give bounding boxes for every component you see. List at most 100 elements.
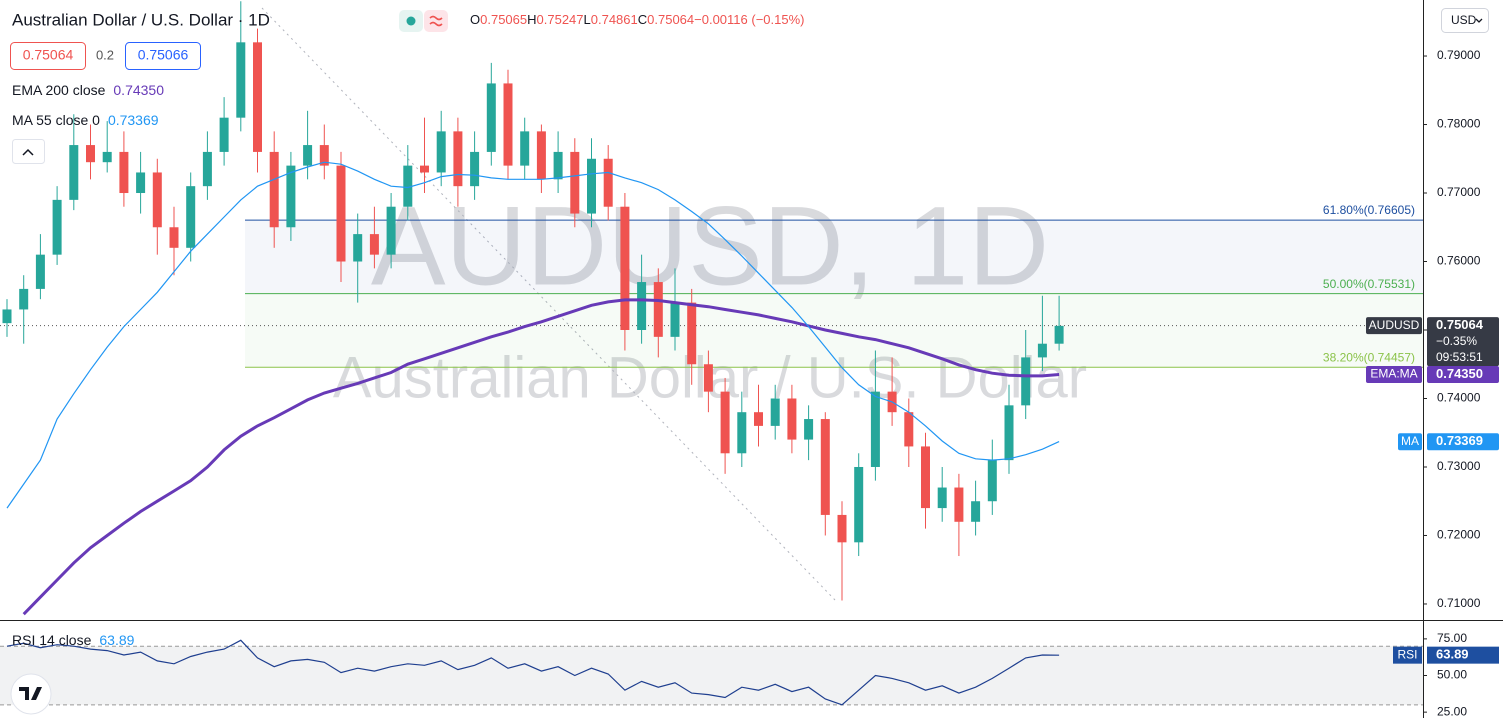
candle-body [336,165,346,262]
rsi-tick-label: 50.00 [1437,668,1467,682]
y-tick-label: 0.72000 [1437,528,1481,542]
candle-body [737,412,747,454]
indicator-legend-item: MA 55 close 0 0.73369 [12,112,159,128]
rsi-tick-label: 75.00 [1437,631,1467,645]
tag-label: EMA:MA [1370,367,1417,381]
candle-body [35,254,45,289]
ohlc-key: H [527,12,536,27]
candle-body [620,206,630,330]
candle-body [837,514,847,543]
candle-body [520,131,530,166]
candle-body [1004,405,1014,461]
candle-body [86,145,95,163]
currency[interactable]: USD [1451,13,1477,27]
candle-body [303,145,313,166]
rsi-tick-label: 25.00 [1437,704,1467,718]
candle-body [319,145,329,166]
candle-body [286,165,296,228]
candle-body [102,151,112,163]
sell-button[interactable] [10,42,86,70]
ohlc-value: 0.75064 [647,12,694,27]
candle-body [202,151,212,187]
ask-price[interactable]: 0.75066 [138,47,189,63]
buy-button[interactable] [125,42,201,70]
ohlc-value: 0.75247 [537,12,584,27]
candle-body [219,117,229,152]
candle-body [603,158,613,207]
candle-body [987,460,997,502]
indicator-legend-item: EMA 200 close 0.74350 [12,82,164,98]
candle-body [670,302,680,337]
candle-body [637,282,647,330]
candle-body [1021,357,1031,406]
fib-zone [245,220,1423,294]
candle-body [687,302,697,365]
fib-label: 61.80%(0.76605) [1323,203,1415,217]
price-box [1427,366,1499,384]
candle-body [486,83,496,152]
y-tick-label: 0.79000 [1437,48,1481,62]
candle-body [720,391,730,454]
y-tick-label: 0.71000 [1437,596,1481,610]
rsi-pane: RSI 14 close 63.89 [0,632,1423,706]
candle-body [253,42,262,152]
candle-body [653,282,663,337]
y-tick-label: 0.77000 [1437,185,1481,199]
fib-label: 50.00%(0.75531) [1323,277,1415,291]
candle-body [2,309,12,324]
candle-body [1037,343,1047,358]
candle-body [553,151,563,180]
indicator-name: EMA 200 close [12,82,106,98]
candle-body [369,234,379,255]
currency-button[interactable] [1441,8,1489,33]
y-tick-label: 0.74000 [1437,391,1481,405]
rsi-tag-box [1393,646,1422,664]
price-sub: 09:53:51 [1436,350,1483,364]
watermark: AUDUSD, 1D Australian Dollar / U.S. Doll… [333,184,1087,411]
candle-body [570,151,580,214]
candle-body [587,158,596,214]
candle-body [52,199,62,255]
candle-body [820,419,830,515]
tag-label: AUDUSD [1369,318,1420,332]
rsi-line [6,639,1060,706]
watermark-symbol: AUDUSD, 1D [371,184,1049,309]
indicator-value: 0.74350 [113,82,164,98]
tag-box [1366,317,1422,335]
dropdown-icon [1475,18,1483,23]
candle-body [420,165,429,173]
candle-body [403,165,413,207]
logo-badge[interactable] [10,673,52,715]
ohlc-key: C [638,12,647,27]
ohlc-change: −0.00116 (−0.15%) [694,12,804,27]
bid-price[interactable]: 0.75064 [23,47,74,63]
candle-body [937,487,947,509]
candle-body [386,206,396,255]
candle-body [854,466,864,543]
rsi-value-label: 63.89 [1436,647,1469,662]
candle-body [152,172,162,228]
candle-body [436,131,446,173]
ohlc-values: O0.75065H0.75247L0.74861C0.75064−0.00116… [470,12,804,27]
candle-body [971,501,981,522]
indicator-legend: EMA 200 close 0.74350 MA 55 close 0 0.73369 [12,82,164,128]
candle-body [754,412,763,426]
candle-body [703,364,713,392]
y-tick-label: 0.78000 [1437,117,1481,131]
symbol-title: Australian Dollar / U.S. Dollar · 1D [12,10,270,29]
y-tick-label: 0.76000 [1437,254,1481,268]
ohlc-value: 0.74861 [591,12,638,27]
collapse-icon [22,148,34,156]
indicator-name: MA 55 close 0 [12,112,100,128]
candle-body [119,151,129,194]
rsi-legend: RSI 14 close 63.89 [12,632,135,648]
main-pane: 61.80%(0.76605) 50.00%(0.75531) 38.20%(0.7… [0,1,1423,616]
ohlc-key: O [470,12,480,27]
fib-label: 38.20%(0.74457) [1323,350,1415,364]
candle-body [453,131,463,187]
rsi-name: RSI 14 close [12,632,92,648]
rsi-value-box [1427,646,1499,664]
y-tick-label: 0.73000 [1437,459,1481,473]
